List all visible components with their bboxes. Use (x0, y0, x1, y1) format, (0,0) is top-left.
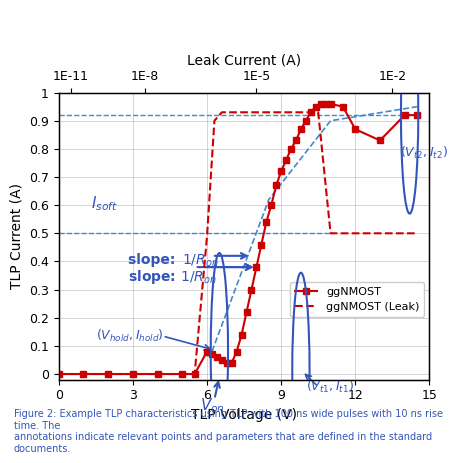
ggNMOST (130, 371, 135, 377)
ggNMOST (293, 138, 298, 143)
ggNMOST (Leak) (229, 110, 234, 115)
ggNMOST (248, 287, 253, 292)
ggNMOST (273, 183, 278, 188)
ggNMOST (263, 219, 268, 225)
ggNMOST (224, 360, 229, 366)
ggNMOST (Leak) (105, 371, 110, 377)
ggNMOST (Leak) (56, 371, 61, 377)
ggNMOST (303, 118, 308, 124)
ggNMOST (Leak) (253, 110, 258, 115)
Text: slope:: slope: (128, 253, 180, 267)
Y-axis label: TLP Current (A): TLP Current (A) (9, 183, 23, 289)
ggNMOST (Leak) (130, 371, 135, 377)
Legend: ggNMOST, ggNMOST (Leak): ggNMOST, ggNMOST (Leak) (290, 282, 423, 317)
ggNMOST (283, 157, 288, 163)
ggNMOST (258, 242, 263, 247)
ggNMOST (278, 169, 283, 174)
ggNMOST (414, 113, 419, 118)
ggNMOST (Leak) (414, 231, 419, 236)
ggNMOST (313, 104, 318, 109)
ggNMOST (155, 371, 160, 377)
ggNMOST (105, 371, 110, 377)
ggNMOST (253, 264, 258, 270)
ggNMOST (Leak) (401, 231, 406, 236)
Text: $(V_{t1}, I_{t1})$: $(V_{t1}, I_{t1})$ (305, 379, 353, 395)
ggNMOST (352, 126, 357, 132)
ggNMOST (Leak) (204, 233, 209, 239)
ggNMOST (179, 371, 184, 377)
ggNMOST (Leak) (327, 231, 332, 236)
ggNMOST (Leak) (81, 371, 86, 377)
Line: ggNMOST (Leak): ggNMOST (Leak) (59, 113, 416, 374)
ggNMOST (81, 371, 86, 377)
Text: $(V_{t2}, I_{t2})$: $(V_{t2}, I_{t2})$ (399, 145, 447, 162)
ggNMOST (340, 104, 345, 109)
ggNMOST (239, 332, 244, 338)
Text: $(V_{hold}, I_{hold})$: $(V_{hold}, I_{hold})$ (96, 328, 163, 344)
Line: ggNMOST: ggNMOST (56, 101, 419, 377)
ggNMOST (Leak) (340, 231, 345, 236)
ggNMOST (298, 126, 303, 132)
X-axis label: TLP Voltage (V): TLP Voltage (V) (191, 408, 296, 422)
ggNMOST (56, 371, 61, 377)
ggNMOST (214, 354, 219, 360)
ggNMOST (204, 349, 209, 354)
Text: $1/R_{on}$: $1/R_{on}$ (182, 252, 218, 269)
ggNMOST (327, 101, 332, 106)
X-axis label: Leak Current (A): Leak Current (A) (187, 53, 300, 67)
Text: $I_{soft}$: $I_{soft}$ (91, 194, 117, 213)
ggNMOST (Leak) (278, 110, 283, 115)
ggNMOST (Leak) (179, 371, 184, 377)
ggNMOST (Leak) (211, 118, 216, 124)
ggNMOST (401, 113, 406, 118)
Text: $V_{on}$: $V_{on}$ (199, 397, 224, 415)
ggNMOST (243, 309, 249, 315)
ggNMOST (229, 360, 234, 366)
ggNMOST (Leak) (303, 110, 308, 115)
ggNMOST (192, 371, 197, 377)
ggNMOST (Leak) (241, 110, 246, 115)
ggNMOST (268, 202, 273, 208)
ggNMOST (308, 110, 313, 115)
ggNMOST (Leak) (315, 110, 320, 115)
ggNMOST (Leak) (377, 231, 382, 236)
ggNMOST (Leak) (219, 110, 224, 115)
Text: Figure 2: Example TLP characteristics using TLP with 100 ns wide pulses with 10 : Figure 2: Example TLP characteristics us… (14, 409, 442, 454)
ggNMOST (Leak) (192, 371, 197, 377)
Text: slope: $1/R_{on}$: slope: $1/R_{on}$ (128, 268, 216, 286)
ggNMOST (Leak) (352, 231, 357, 236)
ggNMOST (317, 101, 322, 106)
ggNMOST (Leak) (155, 371, 160, 377)
ggNMOST (219, 357, 224, 363)
ggNMOST (209, 351, 214, 357)
ggNMOST (322, 101, 327, 106)
ggNMOST (377, 138, 382, 143)
ggNMOST (288, 146, 293, 152)
ggNMOST (234, 349, 239, 354)
